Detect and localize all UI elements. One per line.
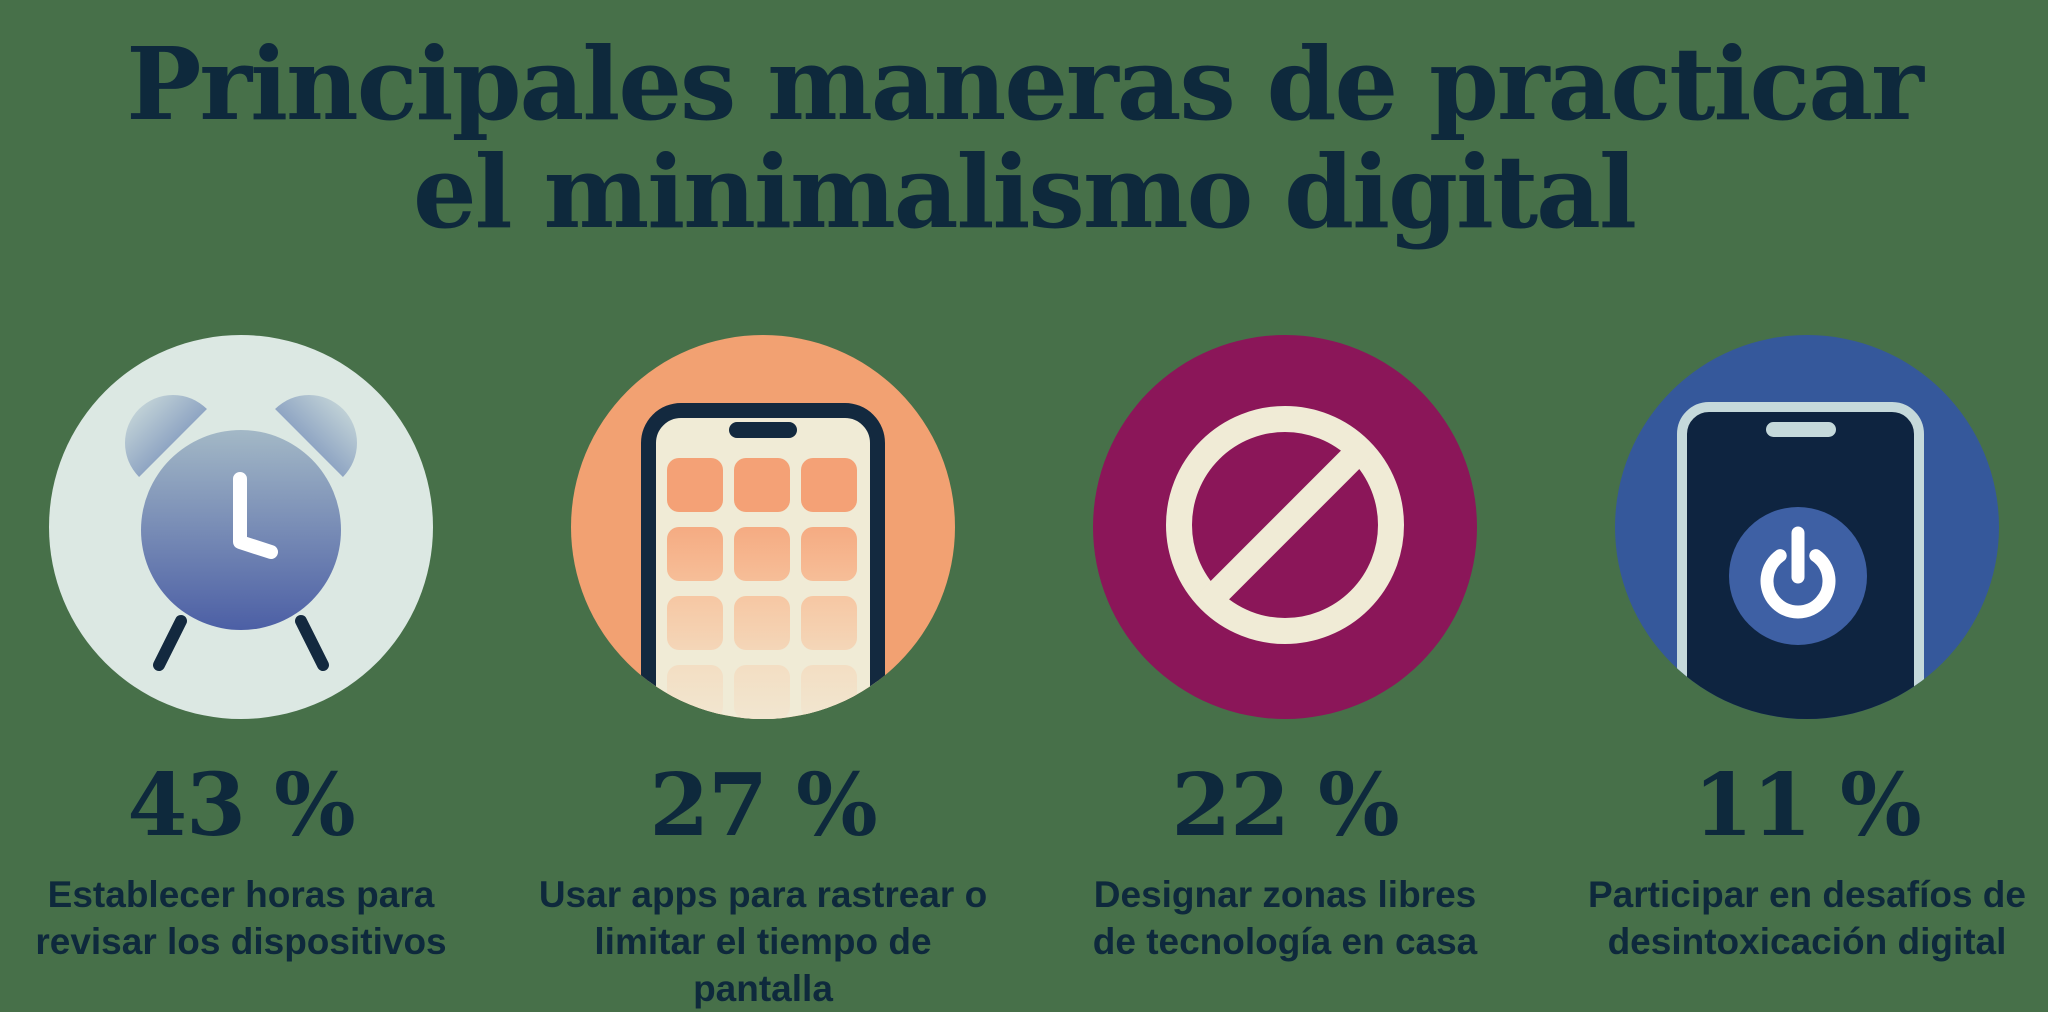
phone-speaker [729,422,797,438]
no-sign-icon [1093,335,1477,719]
app-tile [667,596,723,650]
stat-label: Usar apps para rastrear o limitar el tie… [522,871,1004,1012]
stat-column-tech-free-zones: 22 % Designar zonas libres de tecnología… [1044,335,1526,1012]
stat-percent: 27 % [649,755,877,856]
stat-label-line-2: revisar los dispositivos [35,921,447,962]
power-button [1729,507,1867,645]
stat-label-line-1: Designar zonas libres [1093,874,1477,915]
app-tile [801,458,857,512]
app-tile [734,458,790,512]
stat-label: Establecer horas para revisar los dispos… [35,871,446,965]
app-tile [667,458,723,512]
stats-row: 43 % Establecer horas para revisar los d… [0,335,2048,1012]
stat-label: Participar en desafíos de desintoxicació… [1588,871,2026,965]
stat-column-digital-detox: 11 % Participar en desafíos de desintoxi… [1566,335,2048,1012]
stat-label-line-2: de tecnología en casa [1092,921,1478,962]
alarm-clock-graphic [125,395,357,671]
app-tile [667,665,723,719]
stat-label-line-1: Usar apps para rastrear o [538,874,988,915]
stat-column-set-hours: 43 % Establecer horas para revisar los d… [0,335,482,1012]
phone-frame [641,403,885,719]
stat-percent: 11 % [1693,755,1921,856]
app-tile [801,527,857,581]
stat-label-line-2: desintoxicación digital [1607,921,2007,962]
page-title-line-1: Principales maneras de practicar [126,25,1924,143]
phone-power-icon [1615,335,1999,719]
app-tile [801,665,857,719]
no-sign-graphic [1166,406,1404,644]
app-tile [801,596,857,650]
stat-label: Designar zonas libres de tecnología en c… [1093,871,1478,965]
page-title-line-2: el minimalismo digital [413,133,1637,251]
phone-apps-icon [571,335,955,719]
stat-label-line-1: Participar en desafíos de [1587,874,2026,915]
stat-label-line-1: Establecer horas para [47,874,435,915]
app-tile [667,527,723,581]
page-title: Principales maneras de practicar el mini… [0,30,2048,246]
power-icon [1760,526,1836,619]
phone-frame [1677,402,1924,719]
phone-speaker [1765,422,1836,437]
stat-percent: 43 % [127,755,355,856]
alarm-clock-icon [49,335,433,719]
stat-percent: 22 % [1171,755,1399,856]
stat-label-line-2: limitar el tiempo de pantalla [594,921,932,1009]
app-tile [734,665,790,719]
app-tile [734,527,790,581]
app-tile [734,596,790,650]
stat-column-tracking-apps: 27 % Usar apps para rastrear o limitar e… [522,335,1004,1012]
app-tile-grid [667,458,857,719]
